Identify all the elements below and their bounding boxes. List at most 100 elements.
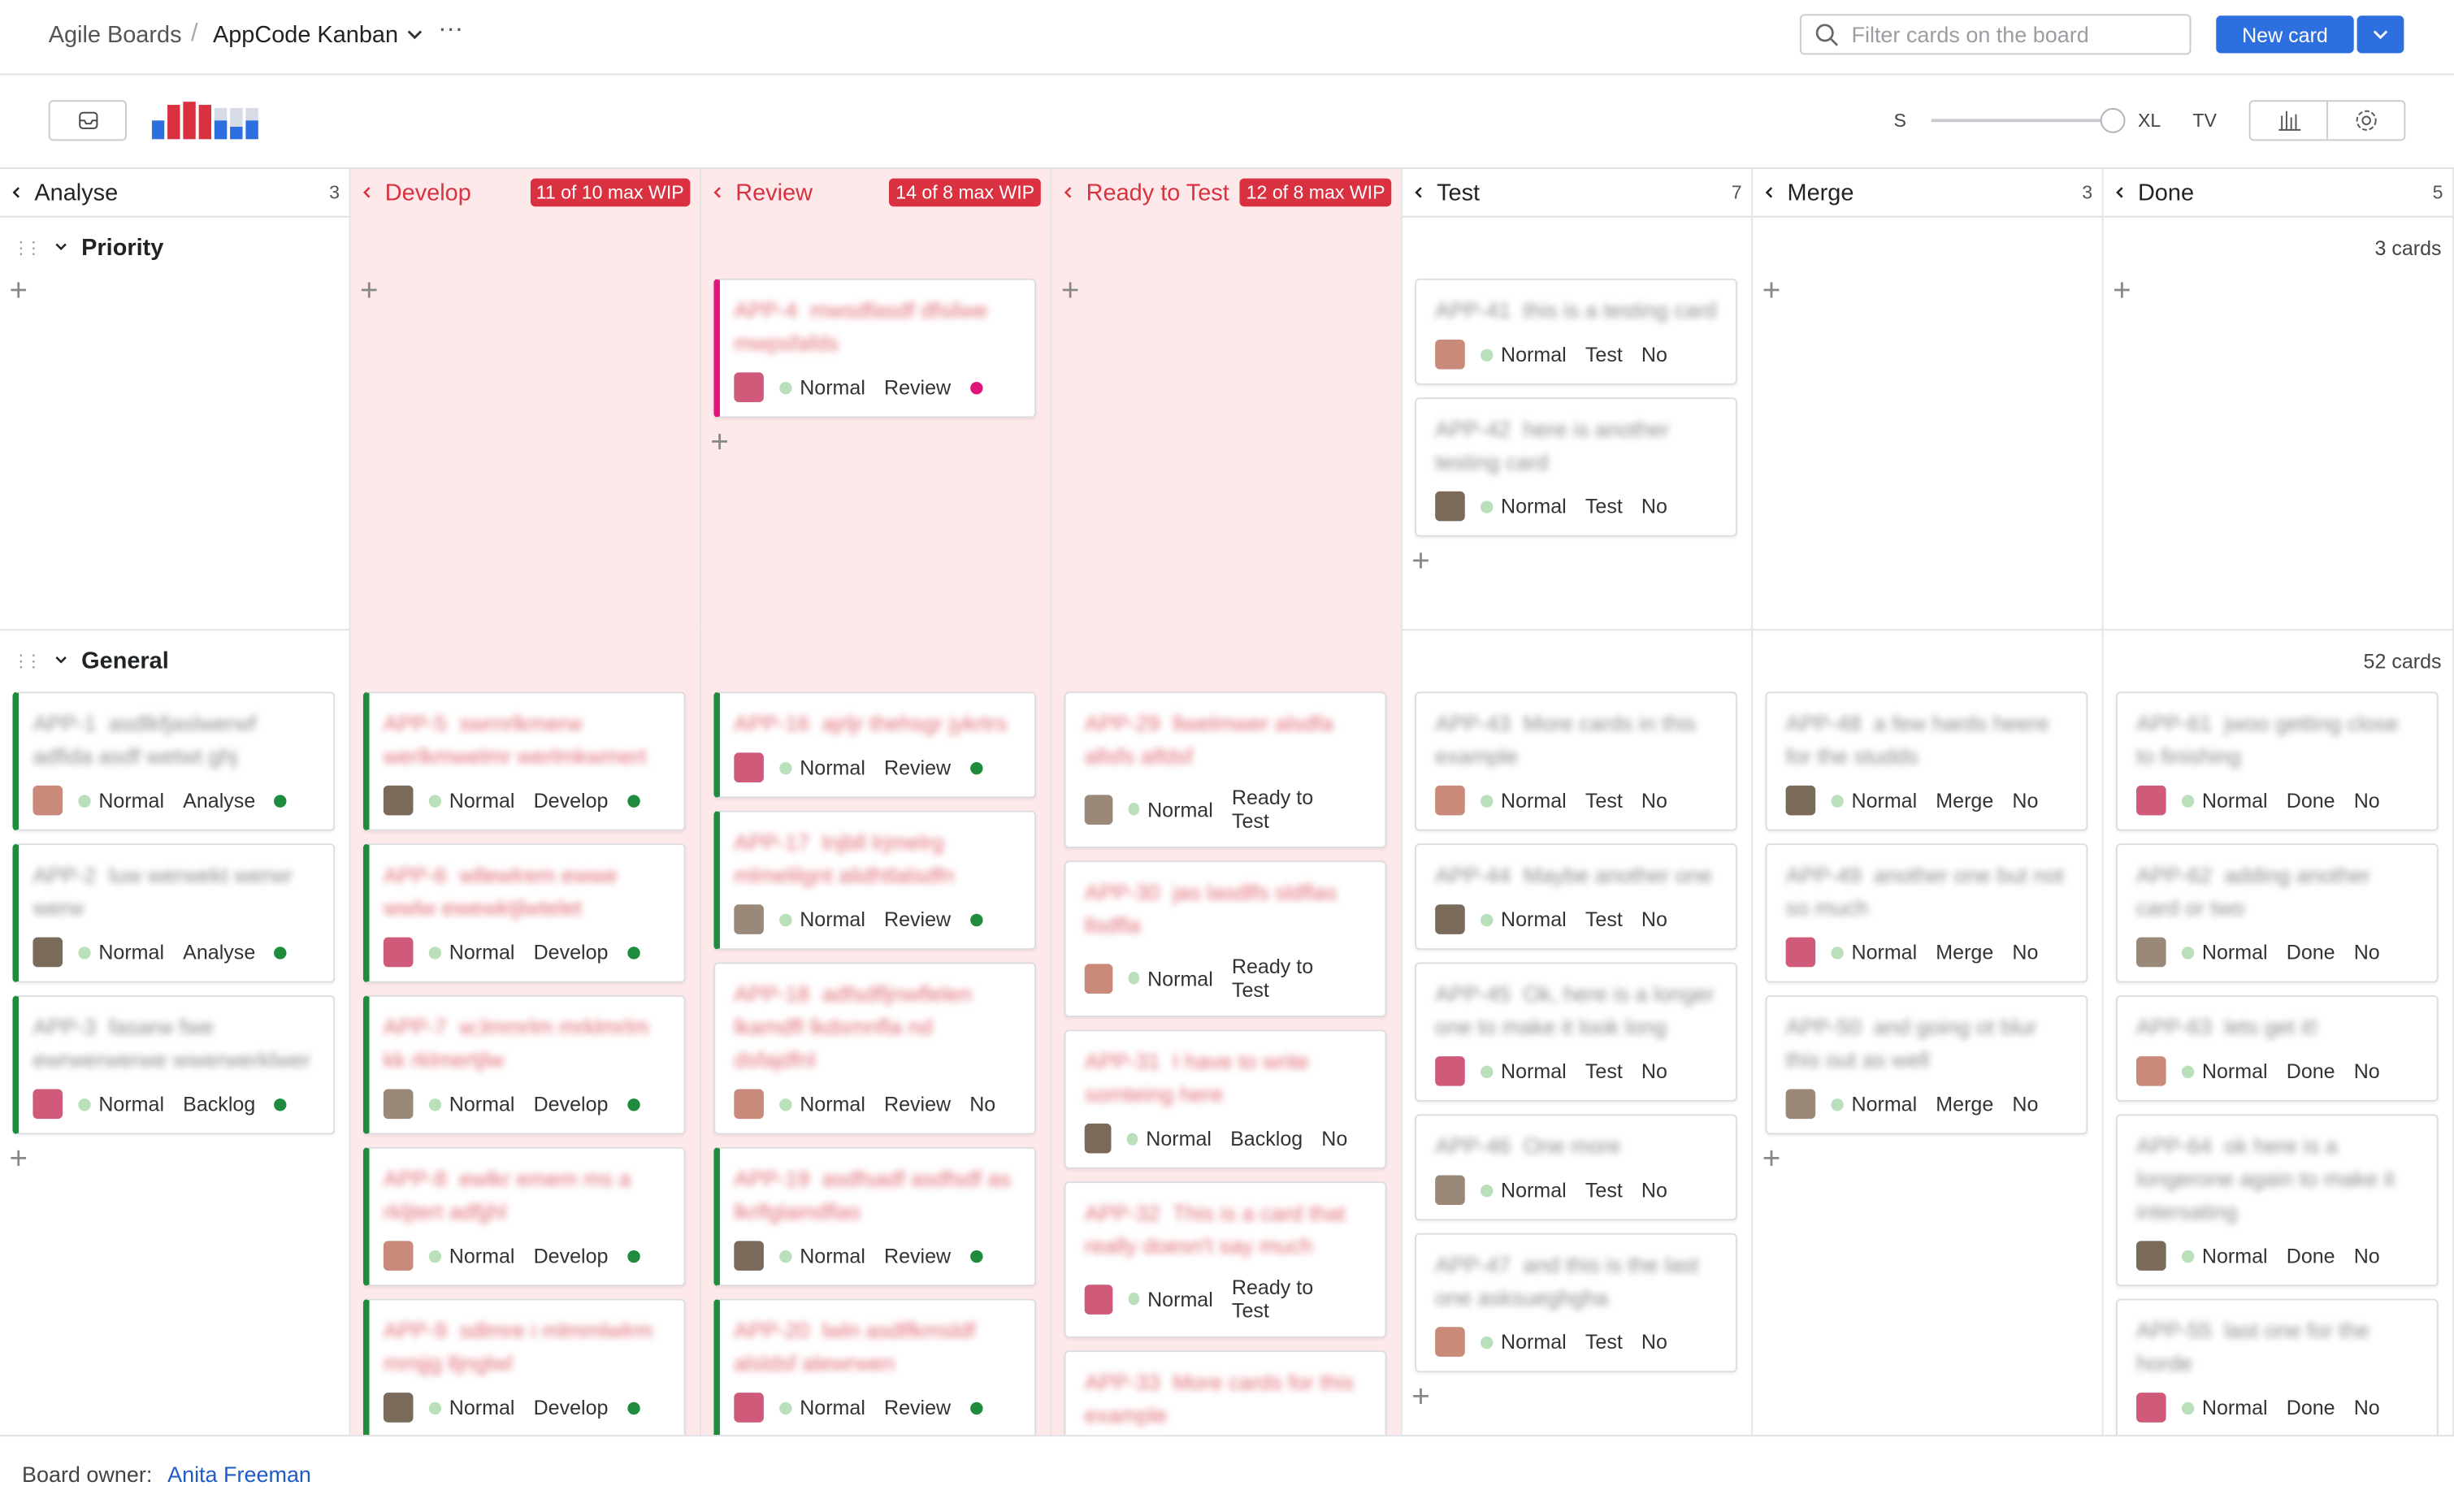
card-id: APP-5: [383, 710, 447, 736]
card-title: APP-29 llwelmwer alsdfa allsfs alfdsf: [1085, 708, 1367, 773]
card[interactable]: APP-4 mwsdfasdf dfsilwe mwpsfafds Normal Re…: [713, 278, 1037, 418]
add-card[interactable]: +: [2113, 274, 2131, 309]
card[interactable]: APP-45 Ok, here is a longer one to make i…: [1415, 962, 1737, 1102]
collapse-column[interactable]: [1762, 184, 1778, 200]
marker-dot: [627, 1401, 640, 1415]
collapse-column[interactable]: [1411, 184, 1427, 200]
card[interactable]: APP-31 I have to write somteing here Norma…: [1064, 1029, 1387, 1169]
card-summary: lwln asdlfkmsldf alsldsf alewrwen: [734, 1317, 976, 1376]
card[interactable]: APP-30 jas lasdlfs sldflas llsdfla Normal R…: [1064, 860, 1387, 1017]
state: Ready to Test: [1231, 1275, 1314, 1323]
board-menu-caret[interactable]: [405, 27, 424, 42]
inbox-button[interactable]: [48, 100, 128, 141]
breadcrumb[interactable]: Agile Boards: [48, 21, 182, 49]
card[interactable]: APP-9 sdlmre i mlmmlwlrm mmjjg lljnglwl No…: [362, 1298, 686, 1436]
card-id: APP-49: [1785, 862, 1862, 888]
add-card[interactable]: +: [1762, 274, 1781, 309]
card[interactable]: APP-16 ajrljr thehsgr jykrtrs Normal Review: [713, 691, 1037, 799]
card-id: APP-32: [1084, 1200, 1160, 1226]
collapse-column[interactable]: [10, 184, 25, 200]
size-max: XL: [2137, 109, 2161, 132]
card-summary: here is another testing card: [1435, 416, 1670, 474]
card-title: APP-32 This is a card that really doesn't…: [1085, 1197, 1367, 1263]
card[interactable]: APP-42 here is another testing card Normal…: [1415, 397, 1737, 537]
card[interactable]: APP-3 fasarw fwe ewrwerwerwe wwerwerklwer…: [12, 994, 336, 1135]
owner-link[interactable]: Anita Freeman: [167, 1461, 311, 1487]
new-card-button[interactable]: New card: [2216, 15, 2354, 54]
flag: No: [1641, 1178, 1667, 1202]
card[interactable]: APP-20 lwln asdlfkmsldf alsldsf alewrwen N…: [713, 1298, 1037, 1436]
card[interactable]: APP-19 asdfsadf asdfsdf as lkrlfglaindfla…: [713, 1146, 1037, 1287]
card[interactable]: APP-62 adding another card or two Normal Do…: [2115, 843, 2439, 983]
tv-mode[interactable]: TV: [2192, 109, 2217, 132]
slider-handle[interactable]: [2100, 107, 2126, 133]
card[interactable]: APP-46 One more Normal Test No: [1415, 1114, 1737, 1221]
collapse-column[interactable]: [2113, 184, 2128, 200]
card[interactable]: APP-17 lnjbll lrjmelrg mlmelilgnt alidhtl…: [713, 810, 1037, 951]
card[interactable]: APP-5 swrnrlkmerw werlkmwelmr werlmkwmert…: [362, 691, 686, 831]
card[interactable]: APP-43 More cards in this example Normal Te…: [1415, 691, 1737, 831]
card[interactable]: APP-32 This is a card that really doesn't…: [1064, 1181, 1387, 1338]
view-icons[interactable]: [2251, 102, 2404, 140]
card-summary: swrnrlkmerw werlkmwelmr werlmkwmert: [383, 710, 647, 769]
board-name[interactable]: AppCode Kanban: [212, 21, 399, 49]
card[interactable]: APP-61 jwoo getting close to finishing Nor…: [2115, 691, 2439, 831]
more-menu[interactable]: ···: [438, 15, 464, 43]
dropdown-caret: [2373, 30, 2388, 40]
new-card-dropdown[interactable]: [2356, 15, 2404, 54]
wip-overview[interactable]: [151, 98, 265, 140]
flag: No: [2012, 1092, 2039, 1116]
card[interactable]: APP-64 ok here is a longerone again to ma…: [2115, 1114, 2439, 1287]
search-box[interactable]: Filter cards on the board: [1799, 14, 2192, 55]
add-card[interactable]: +: [710, 425, 729, 461]
avatar: [1084, 794, 1112, 825]
collapse-lane[interactable]: [53, 652, 68, 668]
card-meta: Normal Merge No: [1785, 1089, 2068, 1120]
view-buttons: [2248, 100, 2406, 141]
drag-handle: ⋮⋮: [12, 652, 42, 671]
card[interactable]: APP-55 last one for the horde Normal Done No: [2115, 1298, 2439, 1436]
collapse-lane[interactable]: [53, 240, 68, 255]
column-headers: Analyse 3 Develop 11 of 10 max WIP Review 14 …: [0, 169, 2454, 218]
size-min: S: [1893, 109, 1906, 132]
swimlane: + + APP-4 mwsdfasdf dfsilwe mwpsfafds Normal…: [0, 215, 2454, 631]
card[interactable]: APP-18 adfsdfljnwflelen lkamdfl lkdsmnfla…: [713, 962, 1037, 1135]
card[interactable]: APP-41 this is a testing card Normal Test No: [1415, 278, 1737, 385]
collapse-column[interactable]: [1061, 184, 1077, 200]
card[interactable]: APP-6 wllewlrem ewwe wwlw ewewktjlwtelet N…: [362, 843, 686, 983]
card[interactable]: APP-8 ewlkr emem ms a rkljtert adfjjhl Nor…: [362, 1146, 686, 1287]
state: Done: [2286, 940, 2335, 964]
card[interactable]: APP-1 asdlkfjaslwerwf adfida asdf wetwt g…: [12, 691, 336, 831]
column-name: Ready to Test: [1086, 179, 1229, 206]
card[interactable]: APP-49 another one but not so much Normal M…: [1765, 843, 2088, 983]
add-card[interactable]: +: [9, 1142, 28, 1177]
add-card[interactable]: +: [1060, 274, 1080, 309]
state: Merge: [1936, 1092, 1994, 1116]
toolbar: S XL TV: [0, 75, 2454, 170]
card[interactable]: APP-7 w;lmmrlm mrklmrlm kk rklmertjlw Norm…: [362, 994, 686, 1135]
card[interactable]: APP-63 lets get it! Normal Done No: [2115, 994, 2439, 1102]
add-card[interactable]: +: [359, 274, 379, 309]
priority: Normal: [98, 788, 165, 812]
add-card[interactable]: +: [1411, 544, 1430, 579]
card-summary: luw werwekt werwr werw: [33, 862, 293, 921]
add-card[interactable]: +: [1411, 1380, 1430, 1415]
card-meta: Normal Develop: [383, 1241, 666, 1271]
priority: Normal: [1501, 908, 1567, 931]
size-slider[interactable]: [1931, 119, 2104, 123]
card[interactable]: APP-29 llwelmwer alsdfa allsfs alfdsf Norm…: [1064, 691, 1387, 848]
card[interactable]: APP-44 Maybe another one Normal Test No: [1415, 843, 1737, 951]
card[interactable]: APP-2 luw werwekt werwr werw Normal Analyse: [12, 843, 336, 983]
card-summary: this is a testing card: [1523, 297, 1717, 323]
card-title: APP-62 adding another card or two: [2136, 859, 2418, 925]
add-card[interactable]: +: [9, 274, 28, 309]
collapse-column[interactable]: [710, 184, 726, 200]
state: Test: [1585, 1330, 1623, 1354]
card[interactable]: APP-47 and this is the last one asksueghg…: [1415, 1233, 1737, 1373]
card[interactable]: APP-50 and going ot blur this out as well…: [1765, 994, 2088, 1135]
collapse-column[interactable]: [360, 184, 375, 200]
add-card[interactable]: +: [1762, 1142, 1781, 1177]
card[interactable]: APP-48 a few hards heere for the studds No…: [1765, 691, 2088, 831]
